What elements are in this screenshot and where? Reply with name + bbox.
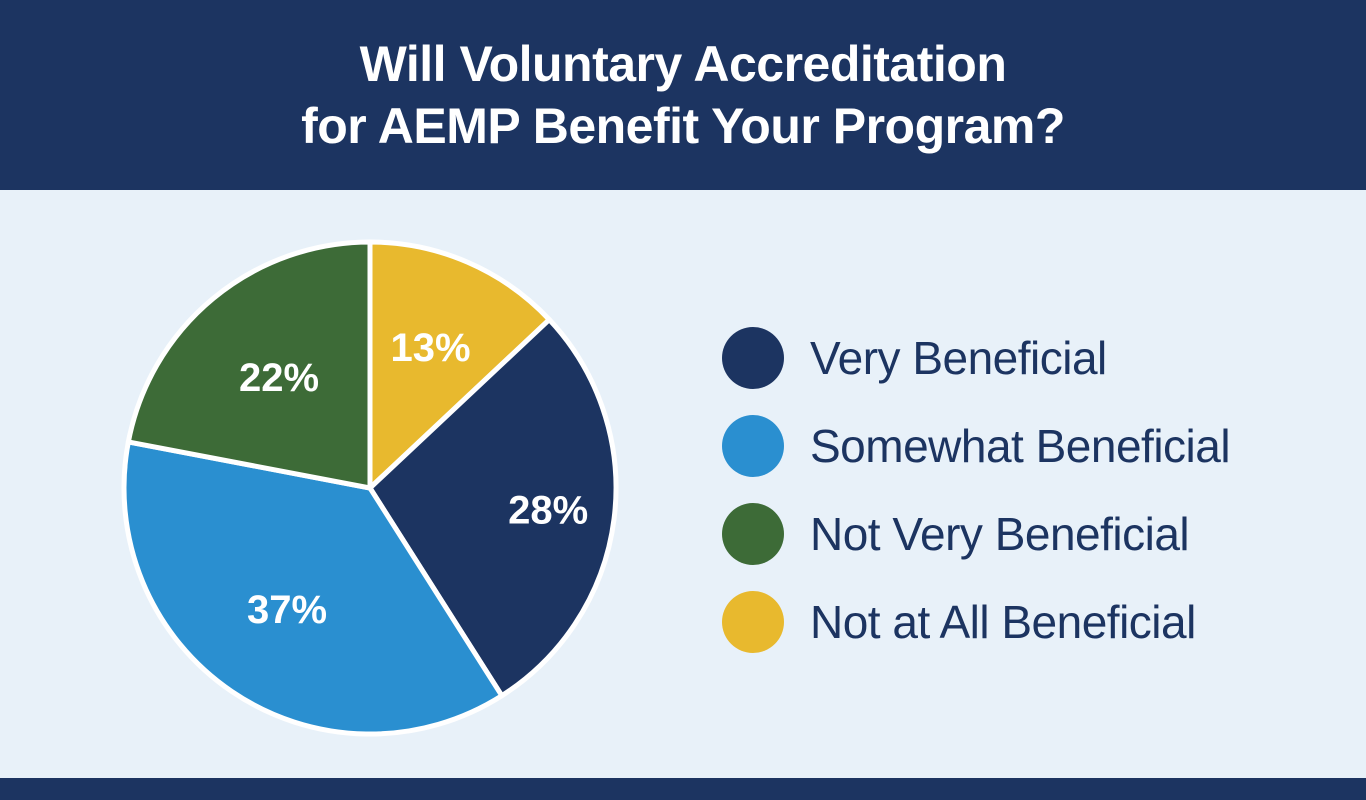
legend-swatch-somewhat-beneficial bbox=[722, 415, 784, 477]
pie-label-not-very-beneficial: 22% bbox=[239, 356, 319, 400]
footer-bar bbox=[0, 778, 1366, 800]
chart-title-line-1: Will Voluntary Accreditation bbox=[359, 36, 1007, 92]
title-banner: Will Voluntary Accreditation for AEMP Be… bbox=[0, 0, 1366, 190]
pie-label-not-at-all-beneficial: 13% bbox=[391, 326, 471, 370]
legend-item-very-beneficial: Very Beneficial bbox=[722, 314, 1230, 402]
legend: Very Beneficial Somewhat Beneficial Not … bbox=[722, 314, 1231, 666]
legend-swatch-very-beneficial bbox=[722, 327, 784, 389]
legend-swatch-not-very-beneficial bbox=[722, 503, 784, 565]
legend-item-not-very-beneficial: Not Very Beneficial bbox=[722, 490, 1230, 578]
legend-item-not-at-all-beneficial: Not at All Beneficial bbox=[722, 578, 1230, 666]
chart-title-line-2: for AEMP Benefit Your Program? bbox=[301, 98, 1065, 154]
pie-slice-very-beneficial bbox=[367, 317, 619, 699]
legend-item-somewhat-beneficial: Somewhat Beneficial bbox=[722, 402, 1231, 490]
pie-chart: 13% 28% 37% 22% bbox=[121, 239, 619, 737]
pie-label-somewhat-beneficial: 37% bbox=[247, 588, 327, 632]
pie-label-very-beneficial: 28% bbox=[508, 489, 588, 533]
legend-swatch-not-at-all-beneficial bbox=[722, 591, 784, 653]
legend-label-somewhat-beneficial: Somewhat Beneficial bbox=[810, 420, 1231, 472]
legend-label-very-beneficial: Very Beneficial bbox=[810, 332, 1107, 384]
chart-title: Will Voluntary Accreditation for AEMP Be… bbox=[301, 33, 1065, 157]
pie-slice-not-very-beneficial bbox=[125, 239, 373, 491]
pie-slice-somewhat-beneficial bbox=[121, 439, 505, 737]
legend-label-not-at-all-beneficial: Not at All Beneficial bbox=[810, 596, 1196, 648]
pie-slice-not-at-all-beneficial bbox=[367, 239, 552, 491]
legend-label-not-very-beneficial: Not Very Beneficial bbox=[810, 508, 1190, 560]
